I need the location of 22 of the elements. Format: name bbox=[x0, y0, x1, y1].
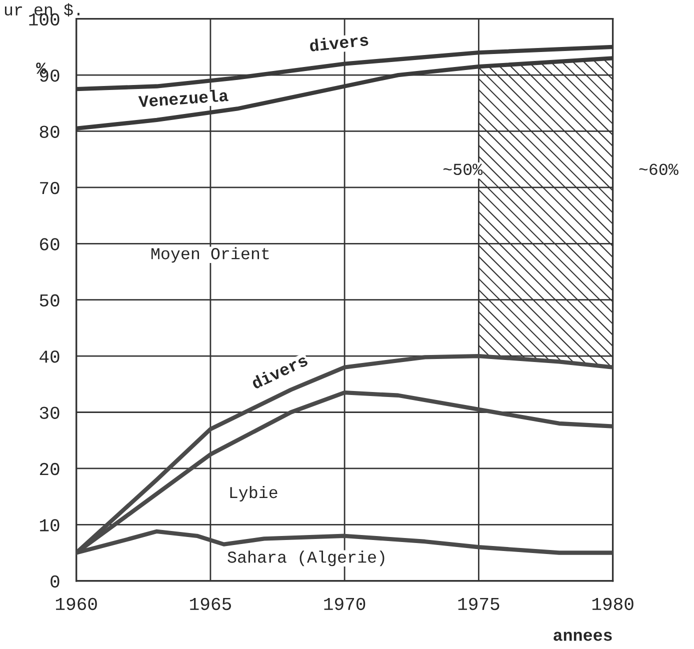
y-tick-label: 30 bbox=[40, 406, 60, 419]
annotation: Venezuela bbox=[138, 88, 228, 108]
y-tick-label: 80 bbox=[40, 126, 60, 138]
x-tick-label: 1965 bbox=[190, 598, 231, 610]
annotation: Sahara (Algerie) bbox=[228, 550, 384, 566]
y-tick-label: 0 bbox=[50, 575, 60, 588]
y-tick-label: 40 bbox=[40, 350, 60, 363]
annotation: divers bbox=[309, 33, 368, 52]
x-tick-label: 1970 bbox=[324, 598, 366, 610]
x-axis-title: annees bbox=[554, 632, 612, 641]
annotation: Moyen Orient bbox=[151, 247, 269, 263]
y-tick-label: 10 bbox=[40, 519, 60, 532]
y-tick-label: 60 bbox=[40, 238, 60, 250]
annotation: Lybie bbox=[230, 486, 278, 502]
x-tick-label: 1975 bbox=[458, 598, 500, 610]
y-tick-label: 70 bbox=[40, 182, 60, 194]
annotation: ~50% bbox=[443, 164, 483, 176]
y-tick-label: 20 bbox=[40, 462, 60, 476]
x-tick-label: 1980 bbox=[592, 598, 634, 610]
text: ~60% bbox=[639, 164, 678, 176]
x-tick-label: 1960 bbox=[56, 598, 97, 610]
y-tick-label: 50 bbox=[40, 294, 60, 307]
